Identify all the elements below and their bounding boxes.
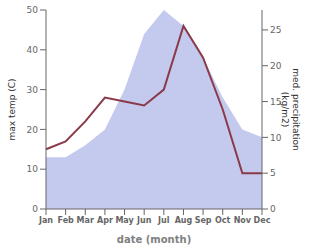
svg-text:20: 20 [270, 61, 282, 71]
svg-text:date (month): date (month) [117, 234, 191, 245]
svg-text:Feb: Feb [57, 216, 74, 225]
svg-text:50: 50 [27, 5, 39, 15]
svg-text:Dec: Dec [254, 216, 271, 225]
svg-text:max temp (C): max temp (C) [8, 78, 17, 140]
svg-text:30: 30 [27, 85, 39, 95]
svg-text:Mar: Mar [77, 216, 94, 225]
svg-text:0: 0 [270, 204, 276, 214]
svg-text:Oct: Oct [215, 216, 231, 225]
svg-text:15: 15 [270, 97, 281, 107]
svg-text:Jul: Jul [157, 216, 170, 225]
svg-text:Jun: Jun [136, 216, 152, 225]
svg-text:May: May [115, 216, 134, 225]
svg-text:Jan: Jan [38, 216, 53, 225]
svg-text:25: 25 [270, 25, 281, 35]
svg-text:20: 20 [27, 125, 39, 135]
svg-text:5: 5 [270, 168, 276, 178]
svg-text:10: 10 [27, 164, 39, 174]
svg-text:0: 0 [32, 204, 38, 214]
svg-text:med. precipitation(kg/m2): med. precipitation(kg/m2) [280, 68, 301, 150]
svg-text:Apr: Apr [97, 216, 113, 225]
svg-text:Aug: Aug [175, 216, 193, 225]
svg-text:Sep: Sep [195, 216, 212, 225]
svg-text:10: 10 [270, 133, 282, 143]
svg-text:Nov: Nov [234, 216, 252, 225]
svg-text:40: 40 [27, 45, 39, 55]
